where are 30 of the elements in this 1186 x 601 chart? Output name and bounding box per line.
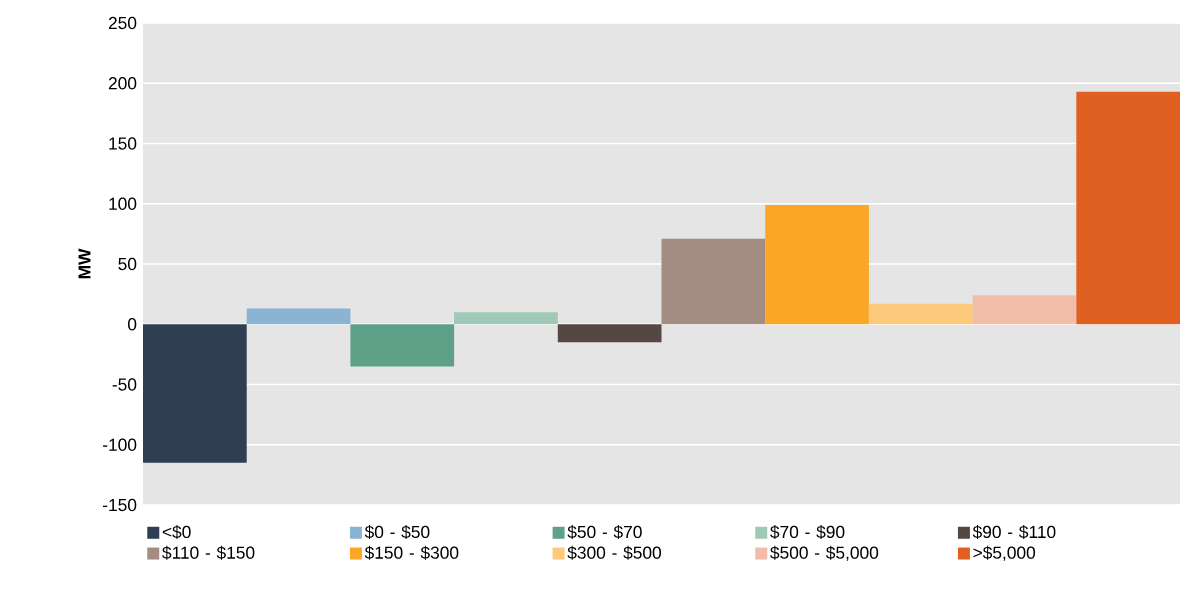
legend-label: >$5,000: [973, 545, 1036, 561]
bar: [557, 324, 662, 343]
bar: [661, 238, 766, 325]
bar: [143, 324, 247, 463]
legend-label: $0 - $50: [364, 525, 430, 540]
legend-label: <$0: [162, 525, 191, 540]
y-tick-label: 250: [108, 16, 137, 30]
bar: [765, 204, 869, 325]
y-tick-label: 50: [118, 257, 137, 271]
legend-label: $300 - $500: [567, 545, 662, 560]
legend-label: $150 - $300: [364, 545, 459, 560]
legend-label: $70 - $90: [770, 525, 845, 540]
y-tick-label: -100: [103, 438, 137, 451]
legend-label: $110 - $150: [162, 545, 255, 560]
y-tick-label: -50: [112, 378, 137, 391]
bar: [350, 324, 455, 367]
y-axis-title: MW: [78, 248, 91, 279]
legend-label: $500 - $5,000: [770, 545, 879, 561]
bar: [454, 312, 558, 325]
y-tick-label: 100: [109, 197, 137, 210]
y-tick-label: -150: [103, 498, 137, 512]
bar: [972, 295, 1077, 325]
y-tick-label: 0: [127, 318, 137, 331]
y-tick-label: 150: [109, 137, 137, 150]
legend-label: $50 - $70: [567, 525, 642, 540]
y-tick-label: 200: [108, 77, 137, 90]
bar: [868, 303, 973, 325]
bar: [246, 308, 351, 325]
legend-label: $90 - $110: [972, 525, 1056, 540]
bar: [1076, 91, 1181, 325]
